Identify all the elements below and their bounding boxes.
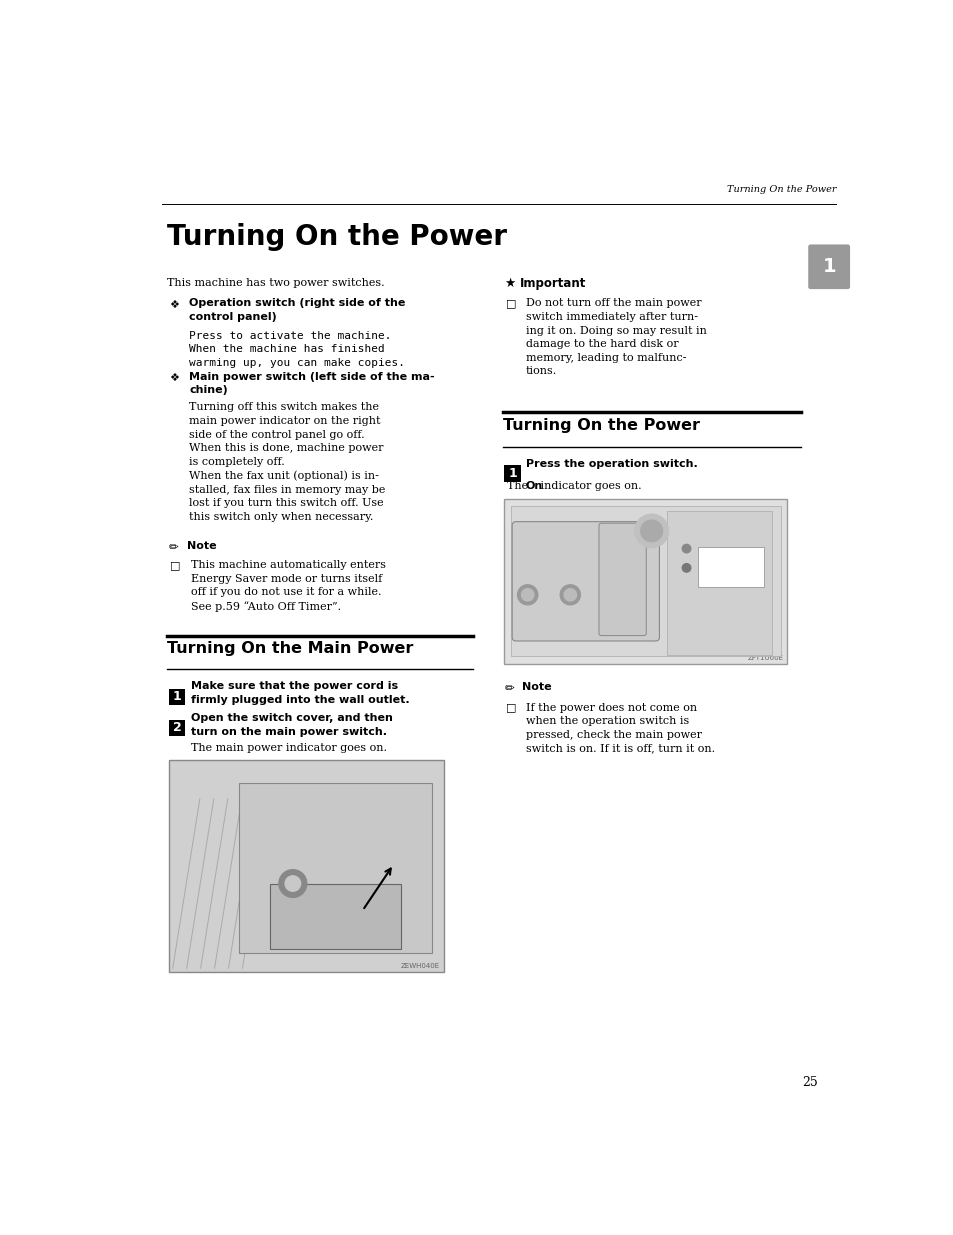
FancyBboxPatch shape <box>169 761 443 972</box>
FancyBboxPatch shape <box>270 883 401 948</box>
Circle shape <box>681 545 690 553</box>
Text: 25: 25 <box>801 1076 818 1089</box>
Text: Turning On the Power: Turning On the Power <box>726 185 835 194</box>
FancyBboxPatch shape <box>512 521 659 641</box>
Text: ❖: ❖ <box>169 373 178 383</box>
FancyBboxPatch shape <box>169 689 185 705</box>
Text: Do not turn off the main power
switch immediately after turn-
ing it on. Doing s: Do not turn off the main power switch im… <box>525 299 706 377</box>
Circle shape <box>521 589 534 601</box>
Text: □: □ <box>171 561 181 571</box>
Text: Make sure that the power cord is
firmly plugged into the wall outlet.: Make sure that the power cord is firmly … <box>191 680 409 705</box>
Circle shape <box>640 520 661 542</box>
Text: 1: 1 <box>508 467 517 480</box>
FancyBboxPatch shape <box>169 720 185 736</box>
FancyBboxPatch shape <box>666 511 771 655</box>
Text: This machine has two power switches.: This machine has two power switches. <box>167 278 384 288</box>
FancyBboxPatch shape <box>504 499 786 664</box>
FancyBboxPatch shape <box>238 783 432 953</box>
Text: 1: 1 <box>172 690 181 703</box>
Text: Important: Important <box>519 277 586 290</box>
Text: The main power indicator goes on.: The main power indicator goes on. <box>191 742 386 752</box>
Circle shape <box>285 876 300 892</box>
Circle shape <box>559 585 579 605</box>
Text: 2: 2 <box>172 721 181 734</box>
Text: The: The <box>506 480 531 490</box>
FancyBboxPatch shape <box>504 466 520 482</box>
Text: 1: 1 <box>821 257 835 277</box>
Text: Turning off this switch makes the
main power indicator on the right
side of the : Turning off this switch makes the main p… <box>189 403 385 522</box>
Text: ✏: ✏ <box>169 541 178 555</box>
Text: This machine automatically enters
Energy Saver mode or turns itself
off if you d: This machine automatically enters Energy… <box>191 561 385 613</box>
Text: Main power switch (left side of the ma-
chine): Main power switch (left side of the ma- … <box>189 372 435 395</box>
Circle shape <box>681 563 690 572</box>
Text: ZEWH040E: ZEWH040E <box>400 963 439 969</box>
Text: ★: ★ <box>504 277 516 290</box>
Text: Note: Note <box>521 682 551 692</box>
Text: If the power does not come on
when the operation switch is
pressed, check the ma: If the power does not come on when the o… <box>525 703 715 753</box>
Circle shape <box>278 869 307 898</box>
Circle shape <box>517 585 537 605</box>
Text: Press to activate the machine.
When the machine has finished
warming up, you can: Press to activate the machine. When the … <box>189 331 405 368</box>
FancyBboxPatch shape <box>807 245 849 289</box>
Text: On: On <box>525 480 542 490</box>
Text: Press the operation switch.: Press the operation switch. <box>525 459 698 469</box>
Text: ✏: ✏ <box>504 682 514 695</box>
Text: Turning On the Main Power: Turning On the Main Power <box>167 641 414 656</box>
Text: Turning On the Power: Turning On the Power <box>502 417 700 432</box>
Text: Turning On the Power: Turning On the Power <box>167 222 507 251</box>
FancyBboxPatch shape <box>698 547 763 587</box>
Text: Operation switch (right side of the
control panel): Operation switch (right side of the cont… <box>189 299 405 321</box>
Text: indicator goes on.: indicator goes on. <box>537 480 641 490</box>
FancyBboxPatch shape <box>598 524 645 636</box>
Text: Open the switch cover, and then
turn on the main power switch.: Open the switch cover, and then turn on … <box>191 714 392 737</box>
Text: □: □ <box>505 299 516 309</box>
FancyBboxPatch shape <box>510 506 781 656</box>
Text: □: □ <box>505 703 516 713</box>
Circle shape <box>563 589 576 601</box>
Text: Note: Note <box>187 541 216 551</box>
Text: ZFT1U60E: ZFT1U60E <box>746 655 782 661</box>
Circle shape <box>634 514 668 548</box>
Text: ❖: ❖ <box>169 300 178 310</box>
